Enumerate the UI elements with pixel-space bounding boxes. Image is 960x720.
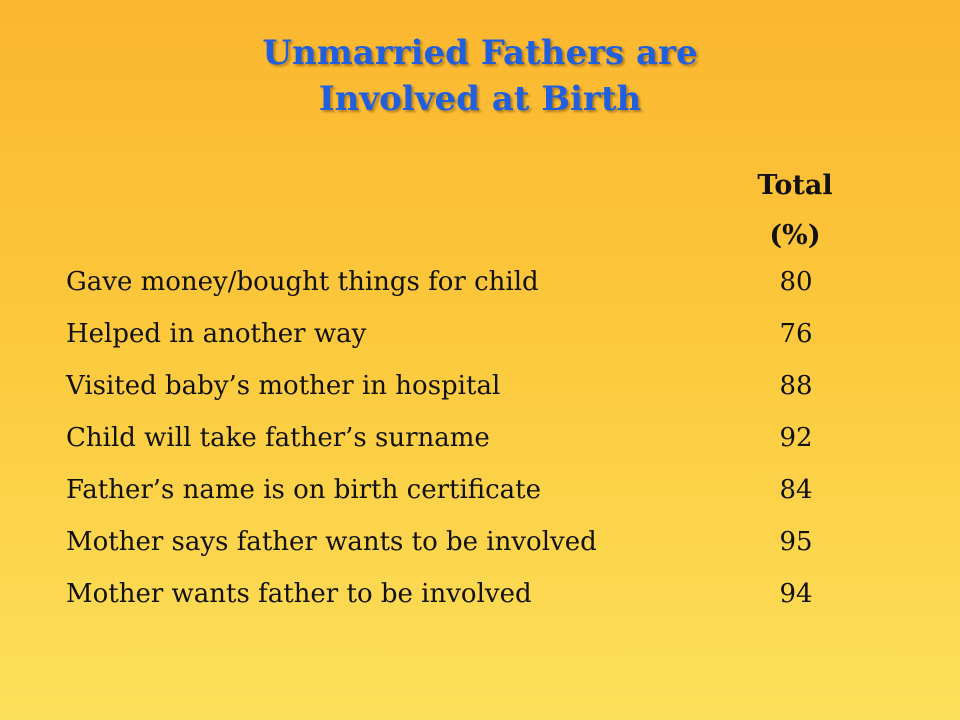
table-row: Father’s name is on birth certificate 84 <box>66 475 846 527</box>
column-header-total: Total <box>757 170 833 201</box>
row-value: 80 <box>779 267 813 297</box>
row-value: 76 <box>779 319 813 349</box>
row-label: Visited baby’s mother in hospital <box>66 371 501 401</box>
table-row: Visited baby’s mother in hospital 88 <box>66 371 846 423</box>
row-label: Father’s name is on birth certificate <box>66 475 542 505</box>
row-label: Mother says father wants to be involved <box>66 527 597 557</box>
table-row: Gave money/bought things for child 80 <box>66 267 846 319</box>
table-row: Mother wants father to be involved 94 <box>66 579 846 631</box>
table-row: Child will take father’s surname 92 <box>66 423 846 475</box>
column-header-unit: (%) <box>769 220 821 251</box>
row-value: 84 <box>779 475 813 505</box>
row-value: 88 <box>779 371 813 401</box>
row-value: 94 <box>779 579 813 609</box>
row-value: 92 <box>779 423 813 453</box>
title-line-2: Involved at Birth <box>318 79 642 119</box>
title-line-1: Unmarried Fathers are <box>262 33 698 73</box>
row-value: 95 <box>779 527 813 557</box>
row-label: Child will take father’s surname <box>66 423 490 453</box>
data-table: Gave money/bought things for child 80 He… <box>66 267 846 631</box>
row-label: Mother wants father to be involved <box>66 579 532 609</box>
row-label: Helped in another way <box>66 319 367 349</box>
table-row: Mother says father wants to be involved … <box>66 527 846 579</box>
slide-title: Unmarried Fathers are Involved at Birth <box>0 30 960 122</box>
table-row: Helped in another way 76 <box>66 319 846 371</box>
row-label: Gave money/bought things for child <box>66 267 539 297</box>
